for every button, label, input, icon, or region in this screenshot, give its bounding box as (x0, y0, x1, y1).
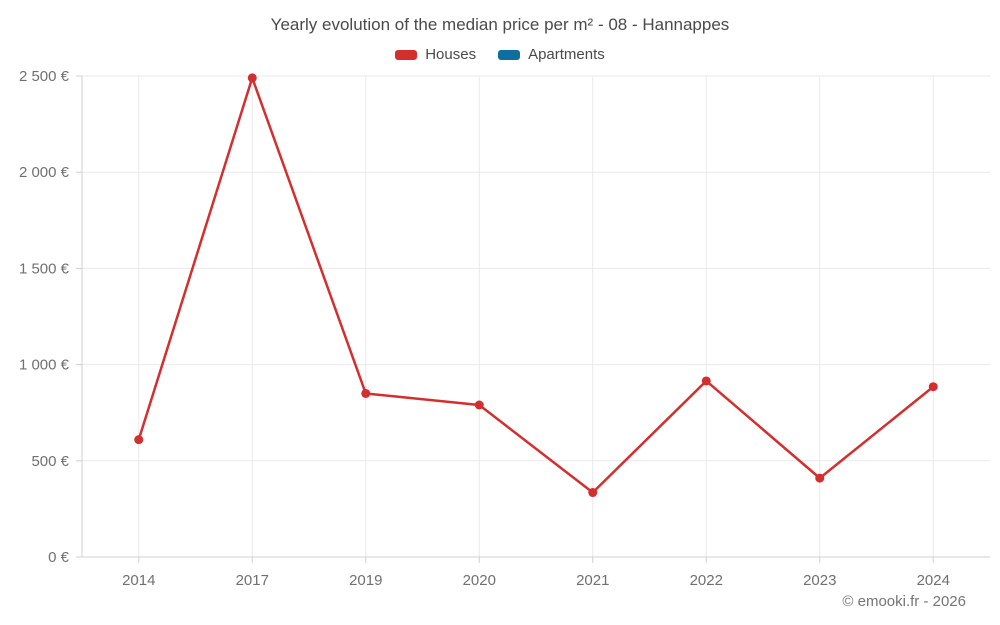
houses-legend-swatch-icon (395, 49, 418, 60)
y-tick-label: 1 000 € (19, 357, 70, 374)
data-point-houses-2024[interactable] (928, 382, 938, 392)
data-point-houses-2020[interactable] (474, 400, 484, 410)
x-tick-label: 2019 (349, 572, 382, 589)
legend-item-apartments[interactable]: Apartments (498, 46, 605, 63)
y-tick-label: 2 000 € (19, 164, 70, 181)
y-tick-label: 1 500 € (19, 260, 70, 277)
data-point-houses-2021[interactable] (588, 488, 598, 498)
y-tick-label: 2 500 € (19, 68, 70, 85)
data-point-houses-2023[interactable] (815, 473, 825, 483)
legend-label-apartments: Apartments (528, 46, 605, 63)
y-tick-label: 500 € (31, 453, 69, 470)
x-tick-label: 2022 (690, 572, 723, 589)
data-point-houses-2019[interactable] (361, 388, 371, 398)
houses-line (137, 76, 935, 494)
x-tick-label: 2017 (236, 572, 269, 589)
chart-title: Yearly evolution of the median price per… (270, 15, 730, 34)
legend-item-houses[interactable]: Houses (395, 46, 476, 63)
legend: Houses Apartments (0, 46, 1000, 63)
y-tick-label: 0 € (48, 549, 70, 566)
x-tick-label: 2014 (122, 572, 155, 589)
data-point-houses-2014[interactable] (134, 435, 144, 445)
apartments-legend-swatch-icon (498, 49, 521, 60)
x-tick-label: 2024 (917, 572, 950, 589)
data-point-houses-2022[interactable] (701, 376, 711, 386)
legend-label-houses: Houses (425, 46, 477, 63)
data-point-houses-2017[interactable] (247, 73, 257, 83)
x-tick-label: 2021 (576, 572, 609, 589)
x-tick-label: 2020 (463, 572, 496, 589)
x-tick-label: 2023 (803, 572, 836, 589)
copyright-footer: © emooki.fr - 2026 (842, 593, 966, 610)
